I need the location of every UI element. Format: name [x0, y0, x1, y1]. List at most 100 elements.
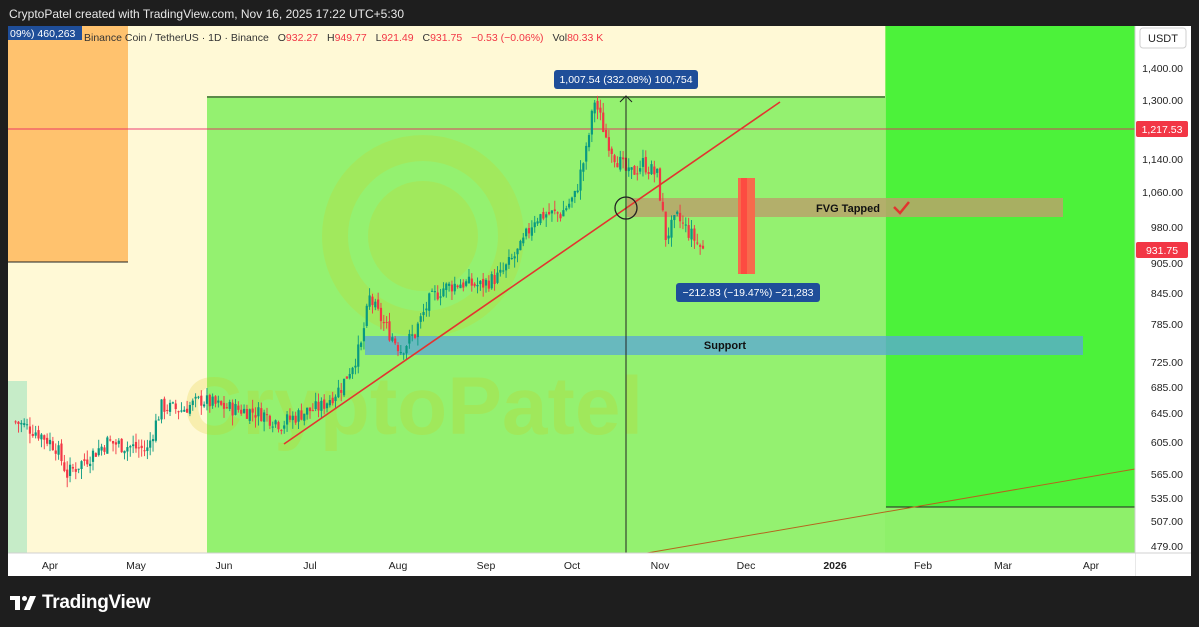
candle-body	[504, 264, 508, 271]
candle-body	[388, 321, 391, 341]
candle-body	[160, 399, 163, 420]
candle-body	[66, 469, 69, 478]
candle-body	[379, 307, 383, 322]
candle-body	[197, 396, 200, 398]
candle-body	[533, 222, 536, 228]
candle-body	[297, 410, 300, 422]
candle-body	[314, 401, 317, 410]
trendline[interactable]	[283, 101, 781, 445]
tradingview-logo-icon	[10, 596, 36, 610]
checkmark-icon	[893, 201, 910, 215]
symbol-name: Binance Coin / TetherUS · 1D · Binance O…	[84, 32, 603, 44]
candle-body	[576, 190, 579, 193]
x-tick-label: 2026	[823, 560, 847, 572]
symbol-legend[interactable]: 09%) 460,263 Binance Coin / TetherUS · 1…	[8, 26, 603, 44]
candle-body	[547, 211, 551, 215]
time-axis[interactable]: Apr May Jun Jul Aug Sep Oct Nov Dec 2026 Feb Mar Apr	[8, 552, 1191, 576]
candle-body	[211, 396, 214, 406]
candle-body	[693, 228, 696, 241]
candle-body	[323, 399, 326, 409]
last-price-text: 931.75	[1146, 245, 1178, 257]
currency-label: USDT	[1148, 33, 1178, 45]
candle-body	[183, 409, 186, 412]
candle-body	[180, 410, 183, 412]
candle-body	[425, 308, 428, 311]
candle-body	[653, 166, 656, 175]
candle-body	[348, 373, 351, 379]
candle-body	[479, 280, 482, 285]
candle-body	[80, 461, 83, 470]
candle-body	[168, 402, 172, 412]
candle-body	[639, 168, 642, 172]
candle-body	[303, 413, 306, 421]
candle-body	[205, 395, 209, 404]
candle-body	[140, 445, 143, 449]
candle-body	[306, 407, 309, 415]
measure-up-label: 1,007.54 (332.08%) 100,754	[559, 74, 692, 86]
candle-body	[568, 203, 571, 208]
candle-body	[374, 301, 377, 308]
candle-body	[699, 245, 702, 247]
candle-body	[17, 421, 20, 424]
tradingview-brand[interactable]: TradingView	[10, 592, 151, 614]
candle-body	[661, 201, 664, 211]
candle-body	[83, 459, 86, 462]
candle-body	[354, 365, 357, 368]
price-axis[interactable]: USDT 1,400.00 1,300.00 1,140.00 1,060.00 980…	[1134, 26, 1191, 576]
candle-body	[77, 468, 80, 470]
candle-body	[484, 279, 488, 286]
candle-body	[402, 353, 405, 355]
candle-body	[385, 322, 388, 324]
candle-body	[342, 378, 346, 396]
candle-body	[641, 158, 645, 167]
currency-box[interactable]	[1139, 27, 1187, 49]
candle-body	[579, 169, 582, 191]
candle-body	[46, 437, 49, 444]
candle-body	[667, 235, 670, 239]
y-tick-label: 605.00	[1151, 437, 1183, 449]
candle-body	[203, 404, 206, 407]
y-tick-label: 685.00	[1151, 382, 1183, 394]
y-tick-label: 905.00	[1151, 258, 1183, 270]
candle-body	[28, 426, 32, 434]
change-value: −0.53 (−0.06%)	[471, 32, 543, 44]
candle-body	[106, 437, 109, 454]
candle-body	[231, 402, 234, 416]
candle-body	[633, 166, 636, 175]
candle-body	[311, 410, 314, 412]
chart-area[interactable]: CryptoPatel Support FVG Tapped 1,007.54 …	[8, 26, 1191, 576]
candle-body	[585, 145, 588, 162]
candle-body	[573, 190, 576, 198]
candle-body	[132, 444, 135, 447]
x-tick-label: Feb	[914, 560, 932, 572]
candle-body	[220, 401, 223, 405]
candle-body	[430, 290, 434, 292]
candle-body	[240, 409, 243, 414]
candle-body	[237, 405, 240, 410]
open-label: O	[278, 32, 286, 44]
candle-body	[91, 450, 95, 462]
candle-body	[621, 157, 625, 160]
candle-body	[166, 409, 169, 411]
price-chart[interactable]: CryptoPatel Support FVG Tapped 1,007.54 …	[8, 26, 1191, 576]
candle-body	[71, 467, 75, 469]
y-tick-label: 1,400.00	[1142, 63, 1183, 75]
measure-down-box	[676, 283, 820, 302]
low-value: 921.49	[381, 32, 413, 44]
candle-body	[257, 407, 260, 417]
candle-body	[590, 110, 593, 135]
candle-body	[129, 446, 132, 448]
candle-body	[510, 257, 513, 259]
candle-body	[522, 237, 525, 244]
candle-body	[433, 291, 437, 293]
candle-body	[89, 463, 92, 467]
vol-label: Vol	[552, 32, 567, 44]
x-tick-label: Dec	[737, 560, 756, 572]
candle-body	[117, 440, 120, 444]
candle-body	[456, 285, 459, 288]
candle-body	[582, 163, 585, 172]
candle-body	[25, 424, 29, 426]
candle-body	[283, 425, 286, 429]
drop-box-core	[741, 178, 747, 274]
candle-body	[565, 208, 568, 210]
